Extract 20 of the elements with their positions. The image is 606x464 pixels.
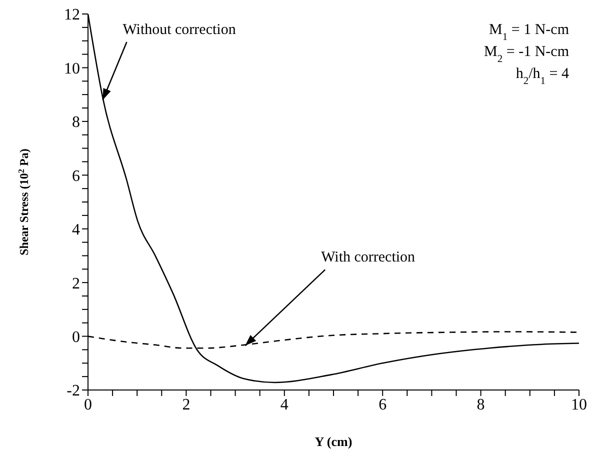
x-tick-label: 0 (84, 396, 92, 414)
x-tick-label: 2 (182, 396, 190, 414)
y-tick-label: 2 (72, 275, 80, 292)
x-tick-label: 4 (280, 396, 288, 414)
y-tick-label: 12 (64, 6, 80, 24)
y-tick-label: 4 (72, 222, 80, 239)
x-axis-title: Y (cm) (314, 434, 352, 449)
x-tick-label: 10 (571, 396, 587, 414)
annotation: Without correction (122, 22, 236, 38)
y-tick-label: 6 (72, 168, 80, 185)
annotation: M$_{1}$ = 1 N-cm (489, 22, 570, 42)
x-tick-label: 6 (378, 396, 387, 414)
y-tick-label: 10 (64, 60, 80, 78)
y-tick-label: 0 (72, 328, 80, 346)
x-tick-label: 8 (476, 396, 485, 414)
y-tick-label: -2 (66, 382, 80, 400)
annotation: h$_{2}$/h$_{1}$ = 4 (516, 66, 570, 86)
annotation: M$_{2}$ = -1 N-cm (484, 44, 570, 64)
y-tick-label: 8 (72, 114, 80, 132)
annotation: With correction (321, 250, 416, 266)
